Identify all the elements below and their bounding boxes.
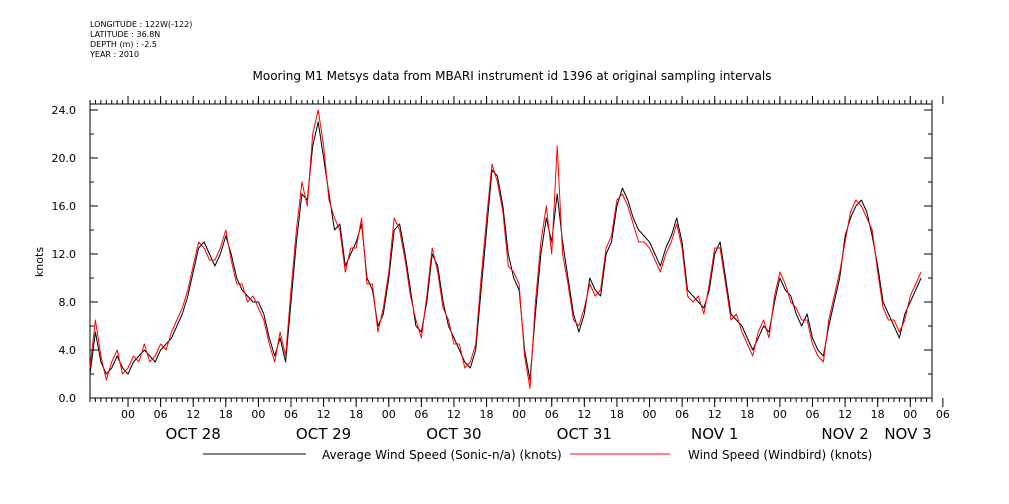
x-tick-label: 06	[284, 408, 298, 421]
x-day-label: NOV 3	[884, 425, 931, 443]
y-tick-label: 16.0	[52, 200, 77, 213]
x-tick-label: 06	[154, 408, 168, 421]
x-day-label: NOV 1	[691, 425, 738, 443]
x-tick-label: 18	[349, 408, 363, 421]
x-tick-label: 06	[805, 408, 819, 421]
legend: Average Wind Speed (Sonic-n/a) (knots) Wi…	[203, 448, 872, 462]
y-axis-label: knots	[33, 247, 46, 277]
y-tick-label: 12.0	[52, 248, 77, 261]
axis-labels: 00 06 12 18 00 06 12 18 00 06 12 18 00 06 12 18 00 06 12 18…	[52, 104, 950, 443]
x-day-label: OCT 29	[296, 425, 351, 443]
x-day-label: OCT 31	[557, 425, 612, 443]
x-tick-label: 00	[121, 408, 135, 421]
x-tick-label: 12	[838, 408, 852, 421]
x-tick-label: 00	[903, 408, 917, 421]
x-tick-label: 18	[219, 408, 233, 421]
x-tick-label: 18	[610, 408, 624, 421]
year-text: YEAR : 2010	[90, 50, 140, 59]
x-day-label: NOV 2	[821, 425, 868, 443]
legend-label: Average Wind Speed (Sonic-n/a) (knots)	[322, 448, 562, 462]
x-tick-label: 06	[936, 408, 950, 421]
longitude-text: LONGITUDE : 122W(-122)	[90, 20, 193, 29]
chart-title: Mooring M1 Metsys data from MBARI instru…	[253, 69, 772, 83]
y-tick-label: 24.0	[52, 104, 77, 117]
x-tick-label: 00	[382, 408, 396, 421]
y-tick-label: 20.0	[52, 152, 77, 165]
y-tick-label: 0.0	[59, 392, 77, 405]
legend-label: Wind Speed (Windbird) (knots)	[688, 448, 872, 462]
latitude-text: LATITUDE : 36.8N	[90, 30, 161, 39]
x-tick-label: 12	[577, 408, 591, 421]
x-tick-label: 00	[773, 408, 787, 421]
x-tick-label: 06	[675, 408, 689, 421]
x-day-label: OCT 30	[426, 425, 481, 443]
x-tick-label: 18	[740, 408, 754, 421]
series-lines	[89, 109, 922, 389]
y-tick-label: 4.0	[59, 344, 77, 357]
x-tick-label: 12	[708, 408, 722, 421]
depth-text: DEPTH (m) : -2.5	[90, 40, 157, 49]
x-tick-label: 06	[545, 408, 559, 421]
x-tick-label: 12	[447, 408, 461, 421]
x-tick-label: 00	[512, 408, 526, 421]
x-tick-label: 00	[643, 408, 657, 421]
x-tick-label: 18	[480, 408, 494, 421]
x-tick-label: 00	[251, 408, 265, 421]
y-tick-label: 8.0	[59, 296, 77, 309]
x-tick-label: 12	[317, 408, 331, 421]
axis-ticks	[89, 96, 944, 407]
series-line-sonic	[89, 121, 922, 381]
metadata-block: LONGITUDE : 122W(-122) LATITUDE : 36.8N …	[90, 20, 192, 60]
x-tick-label: 18	[871, 408, 885, 421]
series-line-windbird	[89, 109, 922, 389]
x-day-label: OCT 28	[166, 425, 221, 443]
plot-frame	[89, 103, 933, 399]
x-tick-label: 12	[186, 408, 200, 421]
x-tick-label: 06	[414, 408, 428, 421]
